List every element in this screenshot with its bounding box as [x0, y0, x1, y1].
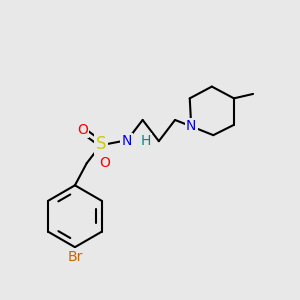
Text: N: N	[186, 119, 196, 133]
Text: O: O	[99, 156, 110, 170]
Text: O: O	[77, 123, 88, 137]
Text: Br: Br	[67, 250, 83, 264]
Text: N: N	[121, 134, 132, 148]
Text: S: S	[96, 135, 107, 153]
Text: H: H	[140, 134, 151, 148]
